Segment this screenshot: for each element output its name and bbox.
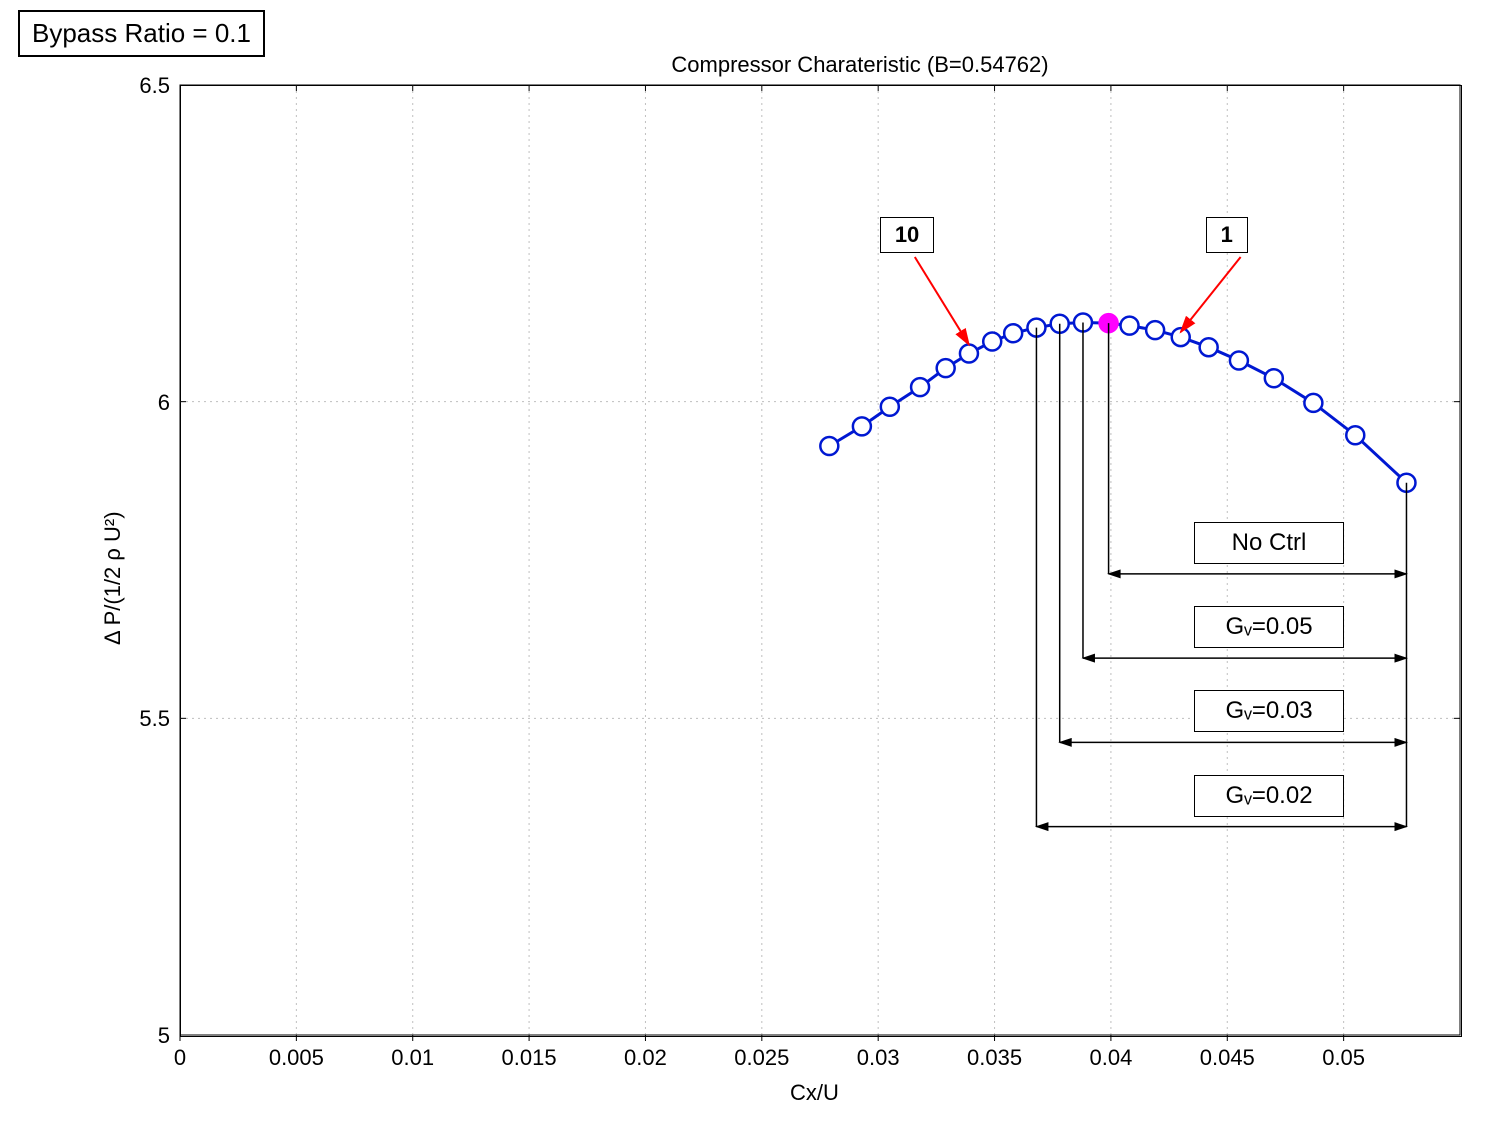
range-label: Gᵥ=0.02 — [1194, 775, 1344, 817]
x-tick-label: 0.01 — [383, 1045, 443, 1071]
range-label: Gᵥ=0.05 — [1194, 606, 1344, 648]
range-label: No Ctrl — [1194, 522, 1344, 564]
x-tick-label: 0.015 — [499, 1045, 559, 1071]
y-tick-label: 6 — [125, 390, 170, 416]
y-tick-label: 5.5 — [125, 706, 170, 732]
chart-svg — [0, 0, 1508, 1131]
x-tick-label: 0.025 — [732, 1045, 792, 1071]
x-tick-label: 0.02 — [615, 1045, 675, 1071]
callout-label: 10 — [880, 217, 934, 253]
callout-label: 1 — [1206, 217, 1248, 253]
range-label: Gᵥ=0.03 — [1194, 690, 1344, 732]
y-tick-label: 6.5 — [125, 73, 170, 99]
x-tick-label: 0.005 — [266, 1045, 326, 1071]
x-tick-label: 0.035 — [965, 1045, 1025, 1071]
x-tick-label: 0.05 — [1314, 1045, 1374, 1071]
x-tick-label: 0.04 — [1081, 1045, 1141, 1071]
y-tick-label: 5 — [125, 1023, 170, 1049]
x-tick-label: 0.03 — [848, 1045, 908, 1071]
x-tick-label: 0.045 — [1197, 1045, 1257, 1071]
